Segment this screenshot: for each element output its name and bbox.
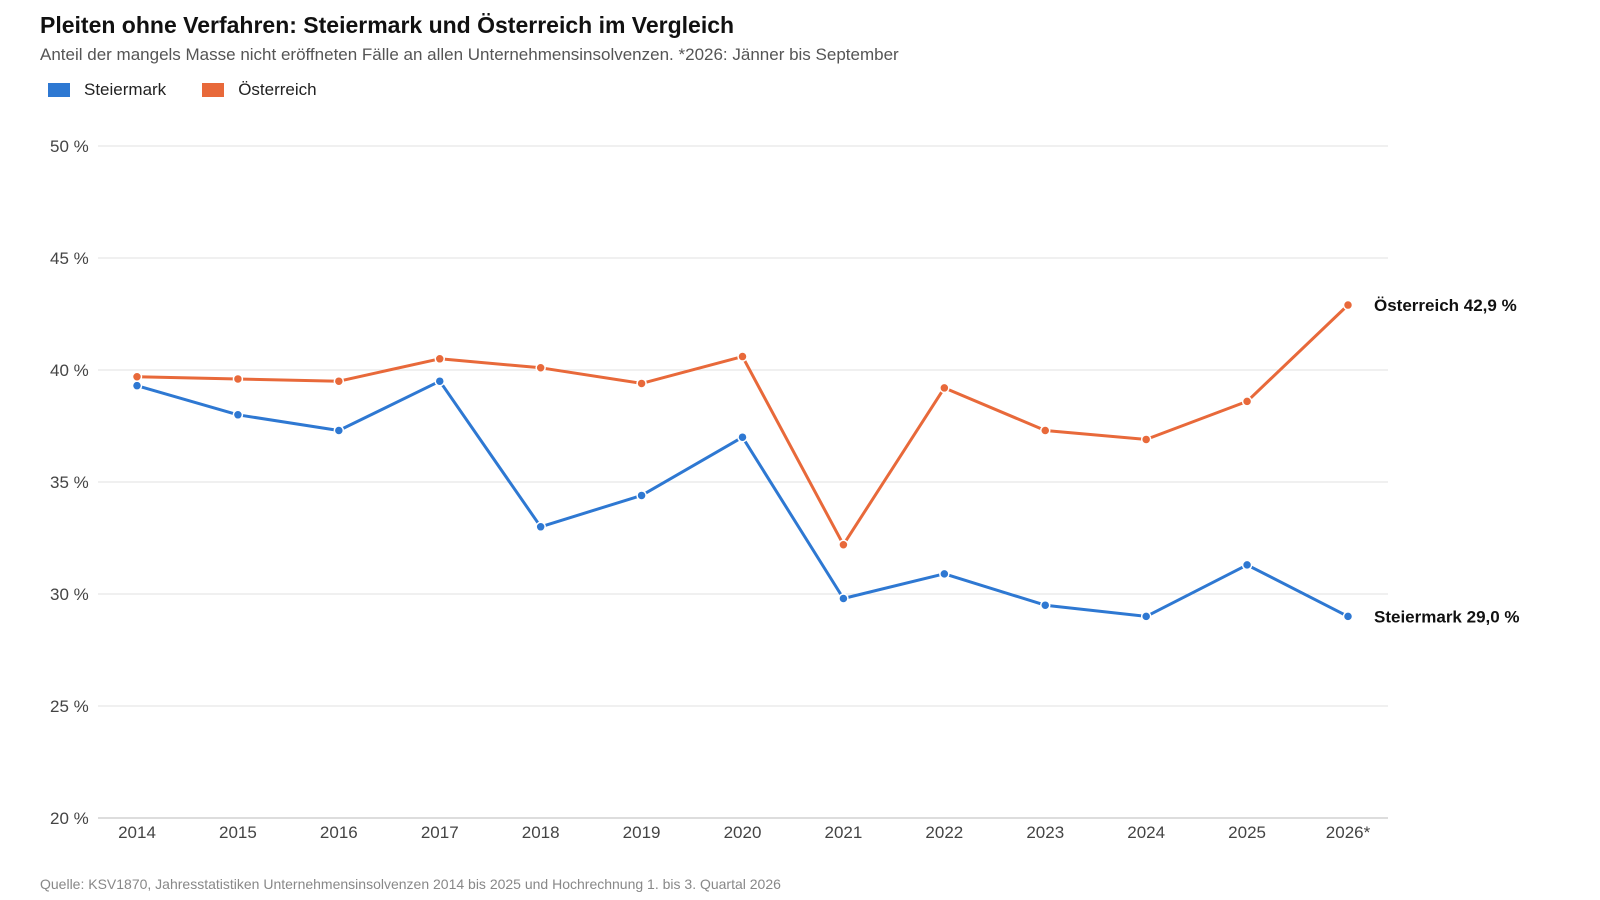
data-point-steiermark <box>131 380 143 391</box>
x-tick-label: 2016 <box>320 823 358 842</box>
chart-title: Pleiten ohne Verfahren: Steiermark und Ö… <box>40 12 735 38</box>
data-point-steiermark <box>737 431 748 443</box>
x-tick-label: 2023 <box>1026 823 1064 842</box>
legend-item-steiermark: Steiermark <box>48 80 166 100</box>
series-line-oesterreich <box>135 303 1350 547</box>
y-tick-label: 25 % <box>50 697 89 716</box>
x-tick-label: 2017 <box>421 823 459 842</box>
legend-swatch-steiermark <box>48 83 70 97</box>
data-point-oesterreich <box>1140 434 1152 445</box>
data-point-oesterreich <box>333 375 345 387</box>
data-point-steiermark <box>232 409 244 421</box>
data-point-oesterreich <box>434 353 445 365</box>
data-point-oesterreich <box>1241 396 1253 407</box>
gridlines <box>98 145 1388 819</box>
y-axis-ticks: 20 % 25 % 30 % 35 % 40 % 45 % 50 % <box>50 137 89 828</box>
data-point-oesterreich <box>1040 425 1051 436</box>
x-axis-ticks: 2014 2015 2016 2017 2018 2019 2020 2021 2022 2023… <box>118 823 1371 842</box>
series-points <box>131 299 1354 622</box>
x-tick-label: 2018 <box>522 823 560 842</box>
x-tick-label: 2024 <box>1127 823 1165 842</box>
series-line-steiermark <box>135 379 1350 618</box>
data-point-oesterreich <box>636 378 647 389</box>
y-tick-label: 35 % <box>50 473 89 492</box>
data-point-steiermark <box>939 568 950 580</box>
y-tick-label: 50 % <box>50 137 89 156</box>
chart-subtitle: Anteil der mangels Masse nicht eröffnete… <box>40 45 899 64</box>
data-point-steiermark <box>434 375 445 387</box>
legend-item-oesterreich: Österreich <box>202 80 317 100</box>
x-tick-label: 2022 <box>925 823 963 842</box>
y-tick-label: 20 % <box>50 809 89 828</box>
x-tick-label: 2025 <box>1228 823 1266 842</box>
y-tick-label: 45 % <box>50 249 89 268</box>
x-tick-label: 2019 <box>623 823 661 842</box>
data-point-steiermark <box>333 425 345 436</box>
data-point-steiermark <box>1342 611 1354 622</box>
data-point-oesterreich <box>838 539 849 550</box>
data-point-oesterreich <box>1342 299 1354 311</box>
data-point-oesterreich <box>939 382 950 394</box>
data-point-steiermark <box>1140 611 1152 622</box>
end-labels: Steiermark 29,0 % Österreich 42,9 % <box>1374 296 1520 626</box>
data-point-steiermark <box>636 490 647 501</box>
data-point-steiermark <box>1040 599 1051 611</box>
legend-swatch-oesterreich <box>202 83 225 97</box>
data-point-oesterreich <box>535 362 546 374</box>
y-tick-label: 30 % <box>50 585 89 604</box>
end-label-oesterreich: Österreich 42,9 % <box>1374 296 1517 315</box>
data-point-oesterreich <box>232 373 244 385</box>
data-point-oesterreich <box>737 351 748 362</box>
source-note: Quelle: KSV1870, Jahresstatistiken Unter… <box>40 876 781 892</box>
data-point-steiermark <box>1241 559 1253 571</box>
data-point-steiermark <box>535 521 546 533</box>
x-tick-label: 2020 <box>724 823 762 842</box>
legend-label-oesterreich: Österreich <box>238 80 317 99</box>
y-tick-label: 40 % <box>50 361 89 380</box>
x-tick-label: 2014 <box>118 823 156 842</box>
data-point-oesterreich <box>131 371 143 382</box>
legend-label-steiermark: Steiermark <box>84 80 167 99</box>
x-tick-label: 2015 <box>219 823 257 842</box>
x-tick-label: 2026* <box>1326 823 1371 842</box>
chart-legend: Steiermark Österreich <box>48 80 353 100</box>
data-point-steiermark <box>838 593 849 604</box>
end-label-steiermark: Steiermark 29,0 % <box>1374 607 1520 626</box>
x-tick-label: 2021 <box>825 823 863 842</box>
